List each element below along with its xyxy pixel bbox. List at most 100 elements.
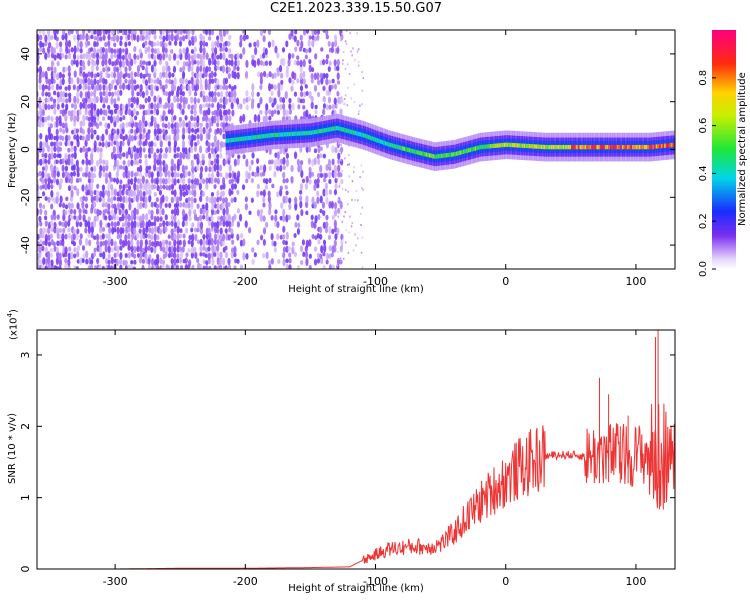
spectrogram-cell [153, 42, 157, 47]
spectrogram-cell [64, 263, 68, 269]
spectrogram-cell [113, 48, 117, 54]
spectrogram-cell [184, 219, 189, 227]
spectrogram-cell [221, 233, 226, 242]
spectrogram-cell [405, 147, 407, 152]
spectrogram-cell [55, 134, 59, 142]
spectrogram-cell [188, 60, 192, 67]
spectrogram-cell [144, 109, 148, 116]
spectrogram-cell [267, 30, 272, 36]
spectrogram-cell [176, 97, 180, 103]
spectrogram-cell [161, 115, 165, 122]
spectrogram-cell [179, 36, 183, 42]
spectrogram-cell [311, 30, 315, 37]
spectrogram-cell [290, 176, 294, 184]
spectrogram-cell [95, 215, 99, 222]
spectrogram-cell [293, 151, 298, 160]
spectrogram-cell [90, 232, 94, 239]
spectrogram-cell [304, 250, 309, 259]
spectrogram-cell [145, 89, 149, 96]
spectrogram-cell [55, 257, 60, 266]
spectrogram-cell [129, 178, 134, 186]
y-tick-label: -20 [19, 188, 32, 206]
spectrogram-cell [153, 215, 157, 223]
spectrogram-cell [210, 237, 214, 246]
spectrogram-cell [288, 33, 292, 41]
spectrogram-cell [299, 183, 303, 191]
spectrogram-cell [172, 52, 177, 61]
spectrogram-cell [339, 172, 343, 178]
spectrogram-cell [139, 201, 143, 210]
spectrogram-cell [240, 232, 244, 239]
spectrogram-cell [474, 146, 477, 151]
spectrogram-cell [328, 171, 332, 179]
spectrogram-cell [95, 194, 99, 203]
spectrogram-cell [138, 189, 143, 197]
spectrogram-cell [317, 172, 321, 179]
spectrogram-cell [50, 190, 54, 198]
spectrogram-cell [195, 78, 200, 85]
spectrogram-cell [75, 128, 79, 134]
spectrogram-cell [344, 68, 347, 71]
spectrogram-cell [52, 47, 57, 55]
spectrogram-cell [230, 59, 234, 67]
spectrogram-cell [133, 58, 137, 65]
spectrogram-cell [520, 143, 522, 148]
spectrogram-cell [331, 145, 335, 154]
spectrogram-cell [308, 179, 312, 185]
spectrogram-cell [248, 42, 252, 48]
spectrogram-cell [187, 30, 191, 35]
spectrogram-cell [102, 67, 106, 73]
spectrogram-cell [182, 65, 186, 72]
spectrogram-cell [359, 104, 361, 107]
spectrogram-cell [288, 131, 291, 137]
spectrogram-cell [144, 97, 148, 104]
spectrogram-cell [56, 214, 60, 220]
spectrogram-cell [128, 30, 132, 35]
spectrogram-cell [81, 30, 86, 36]
colorbar-label: Normalized spectral amplitude [737, 72, 748, 226]
spectrogram-cell [308, 170, 312, 179]
spectrogram-cell [104, 215, 108, 221]
spectrogram-cell [190, 49, 195, 54]
spectrogram-cell [270, 97, 275, 103]
y-tick-label: 1 [19, 494, 32, 501]
spectrogram-cell [224, 109, 228, 116]
spectrogram-cell [184, 183, 188, 191]
spectrogram-cell [278, 65, 283, 73]
spectrogram-cell [112, 34, 116, 42]
spectrogram-cell [139, 252, 143, 259]
spectrogram-cell [193, 97, 197, 105]
spectrogram-cell [282, 246, 287, 253]
spectrogram-cell [205, 264, 209, 269]
spectrogram-cell [274, 214, 278, 222]
spectrogram-cell [122, 165, 126, 171]
spectrogram-cell [81, 200, 85, 209]
spectrogram-cell [268, 159, 272, 165]
spectrogram-cell [344, 157, 346, 160]
spectrogram-cell [39, 227, 43, 235]
spectrogram-cell [199, 227, 204, 235]
spectrogram-cell [67, 84, 71, 91]
spectrogram-cell [58, 182, 62, 190]
spectrogram-cell [310, 130, 313, 135]
spectrogram-cell [337, 45, 340, 48]
spectrogram-cell [96, 208, 100, 217]
spectrogram-cell [116, 108, 120, 116]
spectrogram-cell [124, 208, 129, 216]
spectrogram-cell [302, 251, 306, 258]
spectrogram-cell [348, 175, 351, 178]
spectrogram-cell [178, 48, 182, 55]
spectrogram-cell [228, 220, 232, 228]
spectrogram-cell [148, 194, 152, 203]
spectrogram-cell [176, 146, 180, 152]
spectrogram-cell [90, 97, 94, 104]
spectrogram-cell [208, 159, 212, 168]
spectrogram-cell [130, 259, 134, 265]
spectrogram-cell [82, 195, 86, 202]
spectrogram-cell [99, 95, 103, 104]
spectrogram-cell [213, 96, 217, 103]
spectrogram-cell [147, 129, 151, 134]
spectrogram-cell [113, 227, 117, 233]
spectrogram-cell [555, 144, 558, 150]
spectrogram-cell [53, 66, 57, 74]
